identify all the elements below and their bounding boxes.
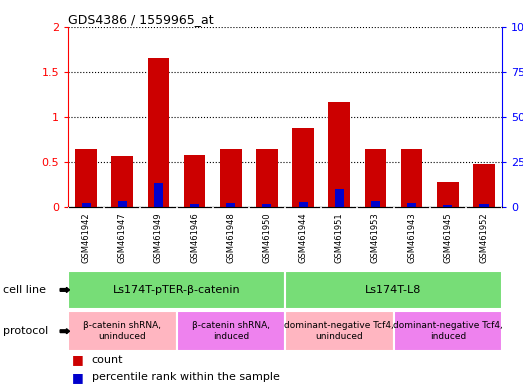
Bar — [68, 311, 176, 351]
Text: count: count — [92, 354, 123, 364]
Text: GSM461949: GSM461949 — [154, 213, 163, 263]
Bar — [444, 205, 452, 207]
Bar — [176, 311, 285, 351]
Bar — [407, 203, 416, 207]
Bar — [147, 58, 169, 207]
Bar — [263, 204, 271, 207]
Bar — [75, 149, 97, 207]
Bar — [292, 128, 314, 207]
Text: β-catenin shRNA,
uninduced: β-catenin shRNA, uninduced — [83, 321, 161, 341]
Bar — [401, 149, 423, 207]
Text: GSM461944: GSM461944 — [299, 213, 308, 263]
Text: GSM461946: GSM461946 — [190, 213, 199, 263]
Bar — [220, 149, 242, 207]
Bar — [393, 311, 502, 351]
Bar — [285, 271, 502, 309]
Text: cell line: cell line — [3, 285, 46, 295]
Text: protocol: protocol — [3, 326, 48, 336]
Text: dominant-negative Tcf4,
induced: dominant-negative Tcf4, induced — [393, 321, 503, 341]
Text: GSM461945: GSM461945 — [444, 213, 452, 263]
Text: GSM461950: GSM461950 — [263, 213, 271, 263]
Text: ■: ■ — [72, 353, 84, 366]
Text: GSM461942: GSM461942 — [82, 213, 90, 263]
Bar — [285, 311, 393, 351]
Text: dominant-negative Tcf4,
uninduced: dominant-negative Tcf4, uninduced — [285, 321, 394, 341]
Text: ■: ■ — [72, 371, 84, 384]
Bar — [328, 102, 350, 207]
Text: GSM461952: GSM461952 — [480, 213, 488, 263]
Bar — [111, 156, 133, 207]
Bar — [480, 204, 488, 207]
Bar — [473, 164, 495, 207]
Bar — [335, 189, 344, 207]
Bar — [154, 183, 163, 207]
Bar — [256, 149, 278, 207]
Text: β-catenin shRNA,
induced: β-catenin shRNA, induced — [192, 321, 270, 341]
Bar — [118, 201, 127, 207]
Bar — [226, 203, 235, 207]
Bar — [68, 271, 285, 309]
Text: Ls174T-pTER-β-catenin: Ls174T-pTER-β-catenin — [112, 285, 241, 295]
Text: GSM461943: GSM461943 — [407, 213, 416, 263]
Text: GSM461951: GSM461951 — [335, 213, 344, 263]
Text: GSM461947: GSM461947 — [118, 213, 127, 263]
Bar — [299, 202, 308, 207]
Bar — [365, 149, 386, 207]
Bar — [82, 203, 90, 207]
Bar — [371, 201, 380, 207]
Bar — [190, 204, 199, 207]
Text: GDS4386 / 1559965_at: GDS4386 / 1559965_at — [68, 13, 213, 26]
Bar — [437, 182, 459, 207]
Text: Ls174T-L8: Ls174T-L8 — [366, 285, 422, 295]
Text: GSM461948: GSM461948 — [226, 213, 235, 263]
Text: GSM461953: GSM461953 — [371, 213, 380, 263]
Bar — [184, 155, 206, 207]
Text: percentile rank within the sample: percentile rank within the sample — [92, 372, 280, 382]
